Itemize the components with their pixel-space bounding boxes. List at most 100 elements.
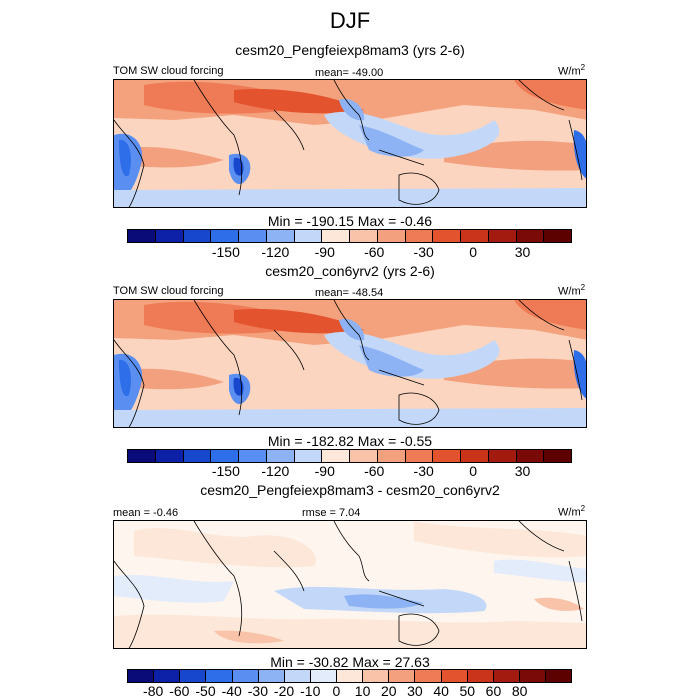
colorbar-swatch [284, 670, 311, 682]
colorbar-swatch [546, 670, 572, 682]
colorbar-swatch [180, 670, 207, 682]
colorbar-swatch [154, 670, 181, 682]
colorbar-tick-label: 20 [380, 683, 397, 699]
colorbar-tick-label: 60 [485, 683, 502, 699]
colorbar-swatch [433, 450, 461, 462]
colorbar-tick-label: 0 [332, 683, 341, 699]
units-label: W/m2 [558, 504, 586, 519]
colorbar [127, 229, 572, 243]
mean-label: mean= -48.54 [315, 287, 384, 299]
colorbar-swatch [544, 230, 571, 242]
colorbar-tick-label: 30 [514, 463, 531, 479]
colorbar-swatch [493, 670, 520, 682]
colorbar-swatch [128, 670, 155, 682]
colorbar-swatch [266, 230, 295, 242]
colorbar-swatch [519, 670, 546, 682]
colorbar-swatch [322, 450, 350, 462]
colorbar-tick-label: -80 [143, 683, 164, 699]
colorbar-swatch [461, 230, 489, 242]
colorbar-swatch [183, 450, 212, 462]
colorbar-tick-label: 30 [514, 244, 531, 260]
colorbar-swatch [467, 670, 494, 682]
colorbar-tick-label: -120 [261, 244, 290, 260]
colorbar-swatch [294, 230, 323, 242]
colorbar-tick-label: -30 [413, 244, 434, 260]
colorbar-swatch [363, 670, 390, 682]
colorbar-swatch [155, 450, 184, 462]
rmse-label: rmse = 7.04 [302, 507, 361, 519]
colorbar-tick-label: -60 [364, 463, 385, 479]
colorbar-swatch [516, 450, 545, 462]
colorbar-swatch [232, 670, 259, 682]
colorbar-swatch [488, 230, 517, 242]
map-panel-control [113, 299, 587, 428]
colorbar-tick-label: 40 [433, 683, 449, 699]
colorbar-tick-label: 0 [469, 463, 478, 479]
colorbar-swatch [441, 670, 468, 682]
colorbar-tick-label: -150 [211, 463, 240, 479]
panel-title-control: cesm20_con6yrv2 (yrs 2-6) [265, 263, 435, 279]
variable-label: TOM SW cloud forcing [113, 65, 224, 77]
colorbar-swatch [155, 230, 184, 242]
colorbar-swatch [337, 670, 364, 682]
colorbar-tick-label: -10 [300, 683, 321, 699]
colorbar-swatch [415, 670, 442, 682]
colorbar-swatch [183, 230, 212, 242]
units-label: W/m2 [558, 63, 586, 78]
colorbar-tick-label: -90 [314, 463, 335, 479]
colorbar-tick-label: 0 [469, 244, 478, 260]
season-title: DJF [329, 8, 371, 33]
colorbar-swatch [488, 450, 517, 462]
colorbar-swatch [128, 230, 156, 242]
panel-title-test: cesm20_Pengfeiexp8mam3 (yrs 2-6) [235, 42, 465, 58]
colorbar-swatch [377, 450, 406, 462]
colorbar [127, 669, 572, 683]
mean-label: mean= -49.00 [315, 67, 384, 79]
colorbar-swatch [350, 450, 378, 462]
colorbar-tick-label: -60 [364, 244, 385, 260]
minmax-label: Min = -182.82 Max = -0.55 [267, 433, 433, 449]
colorbar-swatch [322, 230, 350, 242]
mean-label: mean = -0.46 [113, 507, 179, 519]
colorbar-tick-label: -60 [169, 683, 190, 699]
colorbar-tick-label: -40 [221, 683, 242, 699]
colorbar-swatch [310, 670, 337, 682]
colorbar-swatch [239, 450, 267, 462]
colorbar-swatch [206, 670, 233, 682]
colorbar-swatch [239, 230, 267, 242]
colorbar-ticks: -150 -120 -90 -60 -30 0 30 [127, 244, 572, 260]
colorbar-tick-label: 10 [354, 683, 371, 699]
colorbar-tick-label: -30 [247, 683, 268, 699]
colorbar-swatch [516, 230, 545, 242]
colorbar-swatch [377, 230, 406, 242]
colorbar-swatch [433, 230, 461, 242]
minmax-label: Min = -190.15 Max = -0.46 [267, 213, 433, 229]
colorbar-swatch [461, 450, 489, 462]
colorbar-tick-label: -150 [211, 244, 240, 260]
colorbar-tick-label: -90 [314, 244, 335, 260]
colorbar-swatch [350, 230, 378, 242]
colorbar-ticks: -150 -120 -90 -60 -30 0 30 [127, 463, 572, 479]
colorbar-tick-label: -120 [261, 463, 290, 479]
colorbar-tick-label: -30 [413, 463, 434, 479]
colorbar-swatch [294, 450, 323, 462]
colorbar-swatch [389, 670, 416, 682]
colorbar-swatch [211, 450, 239, 462]
colorbar-swatch [128, 450, 156, 462]
colorbar-swatch [544, 450, 571, 462]
colorbar-swatch [405, 230, 434, 242]
colorbar-tick-label: 30 [407, 683, 423, 699]
units-label: W/m2 [558, 283, 586, 298]
colorbar-swatch [211, 230, 239, 242]
colorbar-swatch [258, 670, 285, 682]
minmax-label: Min = -30.82 Max = 27.63 [270, 654, 430, 670]
colorbar-swatch [266, 450, 295, 462]
panel-title-difference: cesm20_Pengfeiexp8mam3 - cesm20_con6yrv2 [200, 482, 500, 498]
colorbar-tick-label: -50 [195, 683, 216, 699]
colorbar-ticks: -80 -60 -50 -40 -30 -20 -10 0 10 20 30 40 50 60 80 [127, 683, 572, 699]
colorbar-swatch [405, 450, 434, 462]
colorbar-tick-label: 50 [459, 683, 476, 699]
colorbar [127, 449, 572, 463]
map-panel-difference [113, 520, 587, 649]
map-panel-test [113, 79, 587, 208]
